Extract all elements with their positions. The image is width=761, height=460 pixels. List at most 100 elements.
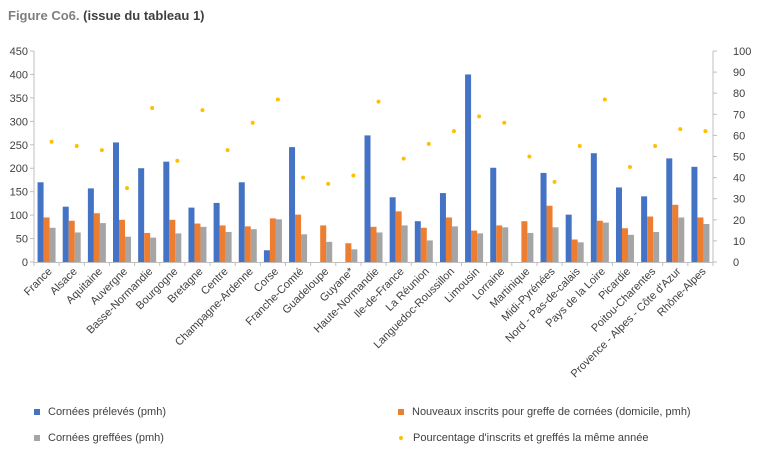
y-left-tick-label: 350 [10,93,28,105]
bar-greffees [250,229,257,262]
legend-label-inscrits: Nouveaux inscrits pour greffe de cornées… [412,406,691,418]
bar-greffees [74,232,81,262]
bar-prelevees [691,166,698,262]
point-pourcentage [602,97,607,102]
y-right-tick-label: 30 [733,194,745,206]
bar-inscrits [697,217,704,262]
y-left-tick-label: 250 [10,140,28,152]
legend-marker-pourcentage [399,436,403,440]
bar-inscrits [169,219,176,262]
legend-item-inscrits: Nouveaux inscrits pour greffe de cornées… [398,406,691,418]
bar-inscrits [496,225,503,262]
point-pourcentage [577,143,582,148]
bar-inscrits [571,239,578,262]
y-left-tick-label: 300 [10,116,28,128]
bar-greffees [351,249,358,262]
y-left-tick-label: 0 [22,257,28,269]
bar-prelevees [113,142,120,262]
legend-label-greffees: Cornées greffées (pmh) [48,432,164,444]
point-pourcentage [376,99,381,104]
bar-greffees [426,240,433,262]
bar-inscrits [596,220,603,262]
bar-greffees [275,219,282,262]
bar-greffees [627,234,634,262]
legend-item-pourcentage: Pourcentage d'inscrits et greffés la mêm… [398,432,648,444]
bar-greffees [401,225,408,262]
point-pourcentage [552,179,557,184]
y-right-tick-label: 70 [733,109,745,121]
bar-prelevees [641,196,648,262]
point-pourcentage [175,158,180,163]
legend-label-prelevees: Cornées prélevés (pmh) [48,406,166,418]
legend-swatch-inscrits [398,409,404,415]
point-pourcentage [225,148,230,153]
bar-greffees [527,232,534,262]
y-left-tick-label: 150 [10,187,28,199]
bar-inscrits [219,225,226,262]
bar-greffees [477,233,484,262]
point-pourcentage [326,181,331,186]
bar-prelevees [188,207,195,262]
point-pourcentage [451,129,456,134]
bar-greffees [602,222,609,262]
point-pourcentage [99,148,104,153]
point-pourcentage [678,127,683,132]
bar-greffees [326,241,333,262]
bar-inscrits [420,227,427,262]
bar-inscrits [471,230,478,262]
y-right-tick-label: 80 [733,88,745,100]
bar-inscrits [320,225,327,262]
legend-label-pourcentage: Pourcentage d'inscrits et greffés la mêm… [413,432,649,444]
bar-greffees [703,224,710,262]
bar-inscrits [445,217,452,262]
bar-prelevees [263,250,270,262]
point-pourcentage [653,143,658,148]
bar-prelevees [389,197,396,262]
point-pourcentage [401,156,406,161]
bar-greffees [552,227,559,262]
bar-prelevees [163,161,170,262]
y-left-tick-label: 100 [10,210,28,222]
bar-greffees [451,226,458,262]
bar-prelevees [37,182,44,262]
chart-title-figure: Figure Co6. [8,8,80,23]
point-pourcentage [74,143,79,148]
bar-greffees [577,242,584,262]
point-pourcentage [351,173,356,178]
bar-prelevees [490,167,497,262]
bar-greffees [678,217,685,262]
bar-inscrits [521,221,528,262]
bar-prelevees [238,182,245,262]
chart-title-source: (issue du tableau 1) [83,8,205,23]
bar-greffees [99,223,106,262]
y-left-tick-label: 400 [10,69,28,81]
bar-inscrits [647,216,654,262]
point-pourcentage [250,120,255,125]
point-pourcentage [49,139,54,144]
bar-prelevees [465,74,472,262]
x-category-label: France [22,266,55,299]
bar-inscrits [345,243,352,262]
bar-inscrits [144,232,151,262]
y-right-tick-label: 100 [733,46,751,58]
bar-greffees [301,234,308,262]
y-right-tick-label: 40 [733,173,745,185]
bar-prelevees [615,187,622,262]
bar-inscrits [546,205,553,262]
point-pourcentage [275,97,280,102]
bar-inscrits [269,218,276,262]
bar-prelevees [87,188,94,262]
bar-inscrits [194,223,201,262]
legend-item-prelevees: Cornées prélevés (pmh) [34,406,166,418]
point-pourcentage [703,129,708,134]
y-right-tick-label: 10 [733,236,745,248]
bar-prelevees [414,221,421,262]
point-pourcentage [502,120,507,125]
bar-prelevees [213,202,220,262]
y-right-tick-label: 0 [733,257,739,269]
bar-inscrits [370,226,377,262]
point-pourcentage [200,108,205,113]
legend-item-greffees: Cornées greffées (pmh) [34,432,164,444]
point-pourcentage [527,154,532,159]
